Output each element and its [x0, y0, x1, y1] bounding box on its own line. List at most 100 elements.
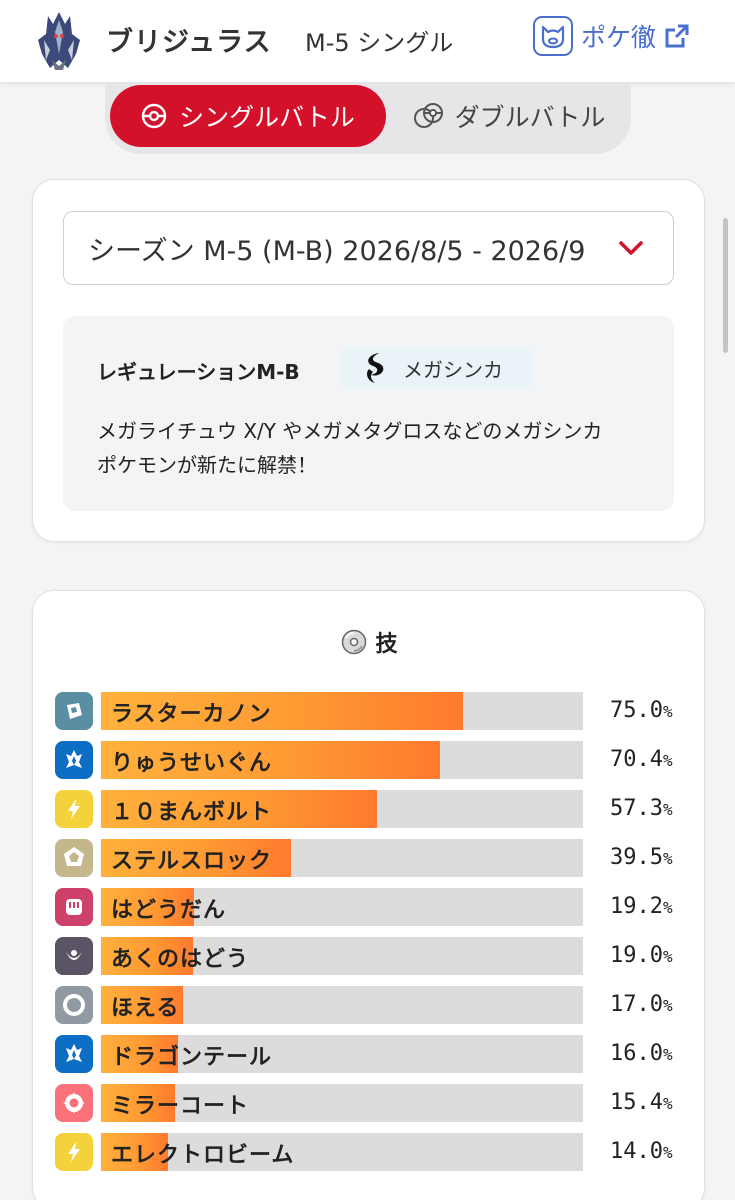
mega-evolution-icon	[367, 353, 384, 383]
move-usage-percent: 57.3%	[610, 796, 673, 821]
season-select[interactable]: シーズン M-5 (M-B) 2026/8/5 - 2026/9	[63, 211, 674, 285]
usage-bar-fill	[101, 839, 292, 877]
steel-type-icon	[55, 692, 93, 730]
move-row[interactable]: ほえる 17.0%	[55, 986, 695, 1024]
move-row[interactable]: ミラーコート 15.4%	[55, 1084, 695, 1122]
battle-type-toggle: シングルバトル ダブルバトル	[105, 82, 631, 154]
move-name: エレクトロビーム	[111, 1143, 295, 1168]
tm-disc-icon	[342, 629, 367, 655]
usage-bar-track: ドラゴンテール	[101, 1035, 583, 1073]
moves-title: 技	[33, 626, 706, 658]
move-row[interactable]: ドラゴンテール 16.0%	[55, 1035, 695, 1073]
usage-bar-track: ほえる	[101, 986, 583, 1024]
move-row[interactable]: エレクトロビーム 14.0%	[55, 1133, 695, 1171]
usage-bar-track: エレクトロビーム	[101, 1133, 583, 1171]
move-row[interactable]: はどうだん 19.2%	[55, 888, 695, 926]
regulation-description-line: ポケモンが新たに解禁！	[97, 453, 317, 477]
rock-type-icon	[55, 839, 93, 877]
percent-value: 17.0	[610, 992, 663, 1017]
external-link-icon	[665, 24, 689, 48]
psychic-type-icon	[55, 1084, 93, 1122]
move-name: ラスターカノン	[111, 702, 272, 727]
usage-bar-fill	[101, 741, 441, 779]
pokemon-icon	[38, 12, 80, 70]
usage-bar-fill	[101, 790, 378, 828]
normal-type-icon	[55, 986, 93, 1024]
move-row[interactable]: ラスターカノン 75.0%	[55, 692, 695, 730]
move-name: ミラーコート	[111, 1094, 250, 1119]
dragon-type-icon	[55, 741, 93, 779]
app-header: ブリジュラス M-5 シングル ポケ徹	[0, 0, 735, 82]
move-usage-percent: 16.0%	[610, 1041, 673, 1066]
move-row[interactable]: りゅうせいぐん 70.4%	[55, 741, 695, 779]
usage-bar-fill	[101, 1133, 169, 1171]
usage-bar-fill	[101, 1035, 179, 1073]
move-name: ドラゴンテール	[111, 1045, 273, 1070]
pokemon-name: ブリジュラス	[106, 27, 272, 58]
mega-evolution-label: メガシンカ	[403, 357, 503, 382]
move-name: ステルスロック	[111, 849, 273, 874]
percent-unit: %	[662, 996, 673, 1015]
move-usage-percent: 19.0%	[610, 943, 673, 968]
season-select-value: シーズン M-5 (M-B) 2026/8/5 - 2026/9	[88, 235, 586, 267]
move-row[interactable]: ステルスロック 39.5%	[55, 839, 695, 877]
usage-bar-fill	[101, 888, 194, 926]
move-name: １０まんボルト	[111, 800, 273, 825]
season-card: シーズン M-5 (M-B) 2026/8/5 - 2026/9 レギュレーショ…	[32, 179, 705, 542]
dark-type-icon	[55, 937, 93, 975]
double-pokeball-icon	[413, 103, 443, 128]
percent-value: 16.0	[610, 1041, 663, 1066]
move-name: りゅうせいぐん	[111, 751, 273, 776]
regulation-description-line: メガライチュウ X/Y やメガメタグロスなどのメガシンカ	[97, 419, 603, 443]
percent-unit: %	[662, 849, 673, 868]
move-usage-percent: 17.0%	[610, 992, 673, 1017]
percent-value: 14.0	[610, 1139, 663, 1164]
pokedex-logo-icon	[533, 16, 573, 56]
percent-value: 57.3	[610, 796, 663, 821]
pokedex-link[interactable]: ポケ徹	[533, 16, 690, 56]
regulation-description: メガライチュウ X/Y やメガメタグロスなどのメガシンカ ポケモンが新たに解禁！	[97, 414, 647, 482]
scrollbar[interactable]	[723, 218, 728, 353]
moves-card: 技 ラスターカノン 75.0% りゅうせいぐん 70.4% １０まんボルト 57.3% ステ…	[32, 590, 705, 1200]
percent-value: 70.4	[610, 747, 663, 772]
pokeball-icon	[141, 103, 167, 129]
percent-value: 19.0	[610, 943, 663, 968]
percent-value: 19.2	[610, 894, 663, 919]
percent-unit: %	[662, 898, 673, 917]
mega-evolution-badge: メガシンカ	[339, 346, 533, 390]
regulation-box: レギュレーションM-B メガシンカ メガライチュウ X/Y やメガメタグロスなど…	[63, 316, 674, 511]
single-battle-tab[interactable]: シングルバトル	[110, 85, 386, 147]
percent-unit: %	[662, 751, 673, 770]
usage-bar-fill	[101, 1084, 176, 1122]
move-usage-percent: 70.4%	[610, 747, 673, 772]
percent-value: 75.0	[610, 698, 663, 723]
percent-value: 15.4	[610, 1090, 663, 1115]
move-usage-percent: 39.5%	[610, 845, 673, 870]
percent-unit: %	[662, 947, 673, 966]
usage-bar-fill	[101, 986, 183, 1024]
chevron-down-icon	[619, 241, 643, 255]
move-usage-percent: 19.2%	[610, 894, 673, 919]
usage-bar-track: ラスターカノン	[101, 692, 583, 730]
move-name: あくのはどう	[111, 947, 250, 972]
move-row[interactable]: あくのはどう 19.0%	[55, 937, 695, 975]
percent-unit: %	[662, 1045, 673, 1064]
usage-bar-track: はどうだん	[101, 888, 583, 926]
double-battle-tab[interactable]: ダブルバトル	[401, 85, 617, 147]
percent-unit: %	[662, 800, 673, 819]
move-usage-percent: 15.4%	[610, 1090, 673, 1115]
fighting-type-icon	[55, 888, 93, 926]
percent-unit: %	[662, 1143, 673, 1162]
pokedex-link-label: ポケ徹	[581, 23, 657, 52]
moves-title-label: 技	[375, 632, 398, 657]
single-battle-label: シングルバトル	[179, 103, 355, 132]
dragon-type-icon	[55, 1035, 93, 1073]
usage-bar-track: ミラーコート	[101, 1084, 583, 1122]
electric-type-icon	[55, 790, 93, 828]
move-name: ほえる	[111, 996, 180, 1021]
move-name: はどうだん	[111, 898, 227, 923]
usage-bar-fill	[101, 692, 463, 730]
move-row[interactable]: １０まんボルト 57.3%	[55, 790, 695, 828]
usage-bar-fill	[101, 937, 193, 975]
move-usage-percent: 75.0%	[610, 698, 673, 723]
